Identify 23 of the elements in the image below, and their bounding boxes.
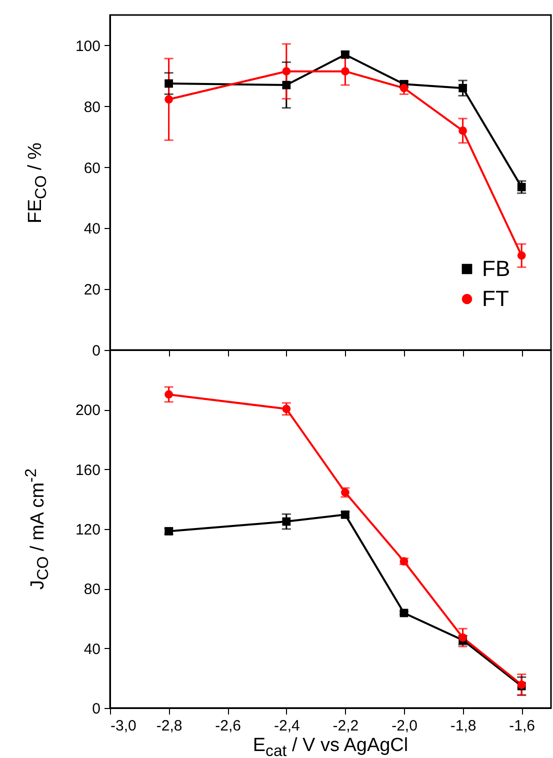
y-tick-label: 80 — [84, 581, 100, 598]
x-tick-label: -2,0 — [392, 718, 418, 734]
y-tick-label: 200 — [75, 402, 100, 420]
x-tick-label: -2,2 — [332, 718, 359, 734]
y-tick-label: 0 — [92, 342, 100, 360]
y-tick-label: 100 — [75, 38, 100, 55]
y-tick-label: 160 — [75, 462, 100, 479]
legend-label: FB — [482, 256, 510, 281]
x-tick-label: -2,4 — [274, 718, 300, 734]
y-tick-label: 40 — [84, 220, 100, 238]
y-tick-label: 80 — [84, 98, 100, 116]
y-tick-label: 40 — [84, 640, 100, 658]
x-tick-label: -1,6 — [509, 718, 536, 734]
legend-label: FT — [482, 286, 509, 311]
x-tick-label: -2,6 — [215, 718, 242, 734]
x-tick-label: -1,8 — [450, 718, 476, 734]
y-tick-label: 60 — [84, 160, 100, 177]
y-tick-label: 120 — [75, 522, 100, 538]
x-tick-label: -3,0 — [110, 718, 136, 734]
x-axis-title: E$_{cat}$ / V vs AgAgCl — [252, 735, 408, 758]
y-tick-label: 0 — [92, 700, 100, 718]
x-tick-label: -2,8 — [156, 718, 182, 734]
y-tick-label: 20 — [84, 282, 100, 299]
